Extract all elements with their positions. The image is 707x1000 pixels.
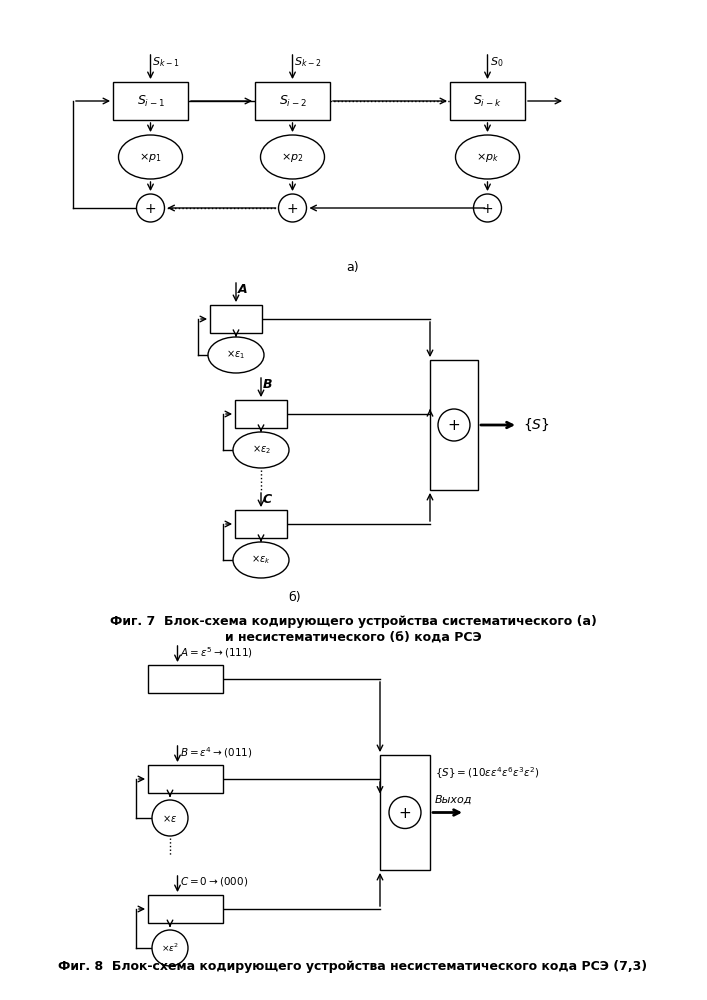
Text: Фиг. 7  Блок-схема кодирующего устройства систематического (а): Фиг. 7 Блок-схема кодирующего устройства…: [110, 615, 597, 628]
Circle shape: [152, 930, 188, 966]
Text: $S_{i-1}$: $S_{i-1}$: [136, 93, 165, 109]
Bar: [148, 665, 223, 693]
Bar: [148, 765, 223, 793]
Bar: [235, 400, 287, 428]
Circle shape: [438, 409, 470, 441]
Text: $\times\varepsilon_1$: $\times\varepsilon_1$: [226, 349, 245, 361]
Circle shape: [279, 194, 307, 222]
Text: $A=\varepsilon^5\rightarrow(111)$: $A=\varepsilon^5\rightarrow(111)$: [180, 645, 252, 660]
Ellipse shape: [233, 542, 289, 578]
Text: $S_{k-2}$: $S_{k-2}$: [295, 55, 322, 69]
Ellipse shape: [233, 432, 289, 468]
Text: б): б): [288, 591, 301, 604]
Text: +: +: [399, 806, 411, 821]
Bar: [380, 755, 430, 870]
Text: $S_{i-k}$: $S_{i-k}$: [473, 93, 502, 109]
Text: $S_0$: $S_0$: [489, 55, 503, 69]
Text: C: C: [263, 493, 272, 506]
Bar: [430, 360, 478, 490]
Text: а): а): [346, 261, 359, 274]
Circle shape: [152, 800, 188, 836]
Ellipse shape: [260, 135, 325, 179]
Text: $S_{i-2}$: $S_{i-2}$: [279, 93, 306, 109]
Text: $\times p_1$: $\times p_1$: [139, 150, 162, 163]
Bar: [210, 305, 262, 333]
Ellipse shape: [455, 135, 520, 179]
Ellipse shape: [119, 135, 182, 179]
Bar: [148, 895, 223, 923]
Text: $\times\varepsilon_k$: $\times\varepsilon_k$: [251, 554, 271, 566]
Text: $\times p_2$: $\times p_2$: [281, 150, 304, 163]
Text: +: +: [481, 202, 493, 216]
Text: $S_{k-1}$: $S_{k-1}$: [153, 55, 180, 69]
Ellipse shape: [208, 337, 264, 373]
Text: $C=0\rightarrow(000)$: $C=0\rightarrow(000)$: [180, 875, 247, 888]
Bar: [113, 82, 188, 120]
Bar: [255, 82, 330, 120]
Text: $\times\varepsilon_2$: $\times\varepsilon_2$: [252, 444, 271, 456]
Circle shape: [136, 194, 165, 222]
Text: Выход: Выход: [435, 795, 472, 805]
Text: +: +: [286, 202, 298, 216]
Text: $\times\varepsilon^2$: $\times\varepsilon^2$: [161, 942, 179, 954]
Circle shape: [474, 194, 501, 222]
Text: $\{S\}=(10\varepsilon\varepsilon^4\varepsilon^6\varepsilon^3\varepsilon^2)$: $\{S\}=(10\varepsilon\varepsilon^4\varep…: [435, 765, 539, 781]
Bar: [450, 82, 525, 120]
Text: $B=\varepsilon^4\rightarrow(011)$: $B=\varepsilon^4\rightarrow(011)$: [180, 745, 252, 760]
Text: Фиг. 8  Блок-схема кодирующего устройства несистематического кода РСЭ (7,3): Фиг. 8 Блок-схема кодирующего устройства…: [59, 960, 648, 973]
Circle shape: [389, 796, 421, 828]
Text: $\times p_k$: $\times p_k$: [476, 150, 499, 163]
Bar: [235, 510, 287, 538]
Text: +: +: [145, 202, 156, 216]
Text: A: A: [238, 283, 247, 296]
Text: $\{S\}$: $\{S\}$: [523, 417, 550, 433]
Text: и несистематического (б) кода РСЭ: и несистематического (б) кода РСЭ: [225, 631, 481, 644]
Text: B: B: [263, 378, 272, 391]
Text: +: +: [448, 418, 460, 434]
Text: $\times\varepsilon$: $\times\varepsilon$: [163, 812, 177, 824]
